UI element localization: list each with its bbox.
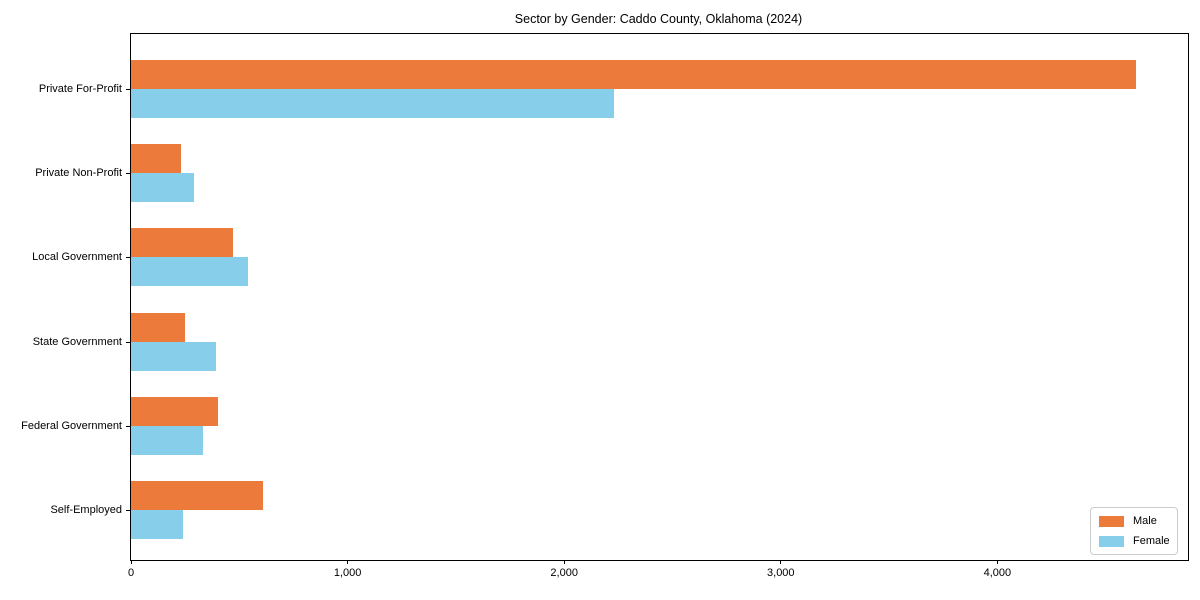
bar-male-private-for-profit [131, 60, 1136, 89]
legend-swatch-male [1099, 515, 1124, 527]
x-axis-tick-label: 3,000 [767, 567, 795, 579]
y-axis-label: Private Non-Profit [35, 167, 122, 180]
y-tick-mark [126, 425, 130, 427]
y-tick-mark [126, 173, 130, 175]
bar-female-local-government [131, 257, 248, 287]
x-tick-mark [347, 560, 349, 564]
x-axis-tick-label: 1,000 [333, 567, 362, 579]
legend-entry-female: Female [1099, 535, 1170, 547]
bar-male-federal-government [131, 396, 218, 426]
y-tick-mark [126, 89, 130, 90]
y-axis-label: Private For-Profit [38, 83, 122, 95]
bar-female-state-government [131, 341, 216, 371]
bar-female-federal-government [131, 425, 203, 455]
bar-male-local-government [131, 228, 233, 258]
y-tick-mark [126, 341, 130, 343]
y-axis-label: Self-Employed [50, 504, 122, 516]
legend-label-female: Female [1133, 535, 1170, 547]
y-tick-mark [126, 510, 130, 511]
x-tick-mark [130, 560, 132, 564]
y-tick-mark [126, 257, 130, 259]
legend: Male Female [1090, 507, 1178, 555]
legend-entry-male: Male [1099, 515, 1169, 527]
bar-female-private-non-profit [131, 173, 194, 203]
bar-male-private-non-profit [131, 144, 181, 174]
x-tick-mark [996, 560, 998, 564]
y-axis-labels: Private For-Profit Private Non-Profit Loca… [0, 0, 122, 600]
legend-swatch-female [1099, 535, 1124, 547]
bar-female-private-for-profit [131, 89, 614, 118]
bar-female-self-employed [131, 510, 183, 539]
bar-male-state-government [131, 312, 186, 342]
bar-male-self-employed [131, 481, 264, 510]
x-axis-tick-label: 2,000 [550, 567, 578, 579]
legend-label-male: Male [1133, 515, 1157, 527]
x-tick-mark [563, 560, 565, 564]
y-axis-label: State Government [32, 335, 122, 348]
x-axis-tick-label: 0 [127, 567, 135, 579]
x-axis-tick-label: 4,000 [983, 567, 1012, 579]
bars-container [131, 34, 1187, 559]
x-tick-mark [780, 560, 782, 564]
y-axis-label: Local Government [32, 251, 122, 264]
plot-area [130, 33, 1189, 561]
chart-title: Sector by Gender: Caddo County, Oklahoma… [514, 12, 803, 26]
y-axis-label: Federal Government [21, 419, 122, 432]
